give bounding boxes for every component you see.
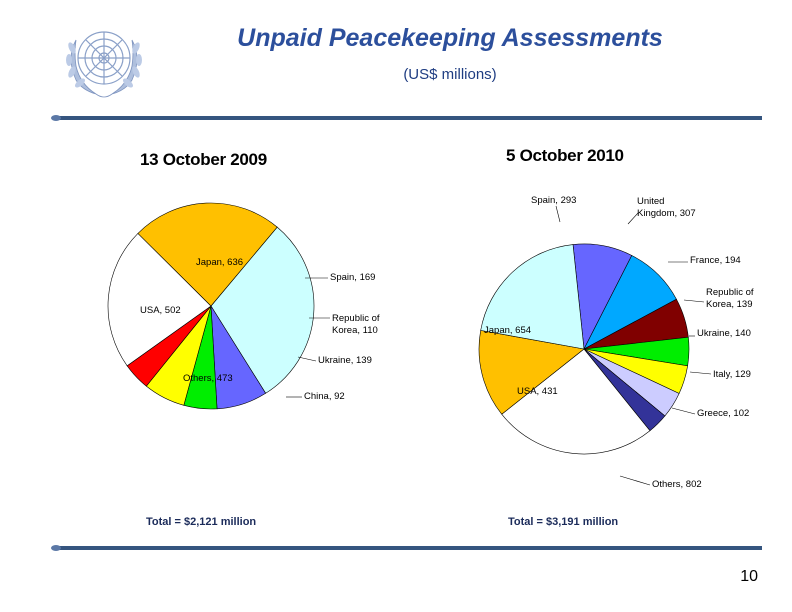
data-label: Greece, 102 (697, 408, 749, 419)
pie-slice-usa (478, 330, 585, 415)
top-divider (51, 115, 762, 121)
leader-line (619, 475, 651, 486)
data-label: France, 194 (690, 255, 741, 266)
leader-line (555, 205, 561, 223)
data-label: Italy, 129 (713, 369, 751, 380)
chart-2010-total: Total = $3,191 million (508, 516, 619, 528)
data-label: Ukraine, 140 (697, 328, 751, 339)
un-emblem-icon (66, 31, 142, 98)
page-subtitle: (US$ millions) (403, 66, 497, 83)
pie-slice-japan (210, 226, 315, 394)
data-label: USA, 502 (140, 305, 181, 316)
data-label: Ukraine, 139 (318, 355, 372, 366)
data-label: Spain, 169 (330, 272, 375, 283)
data-label: Republic of Korea, 110 (332, 313, 380, 336)
chart-2009-total: Total = $2,121 million (146, 516, 257, 528)
leader-line (627, 212, 639, 225)
leader-line (683, 299, 705, 303)
leader-line (671, 407, 696, 415)
data-label: Japan, 636 (196, 257, 243, 268)
page-title: Unpaid Peacekeeping Assessments (237, 24, 663, 52)
data-label: China, 92 (304, 391, 345, 402)
pie-slice-others (501, 348, 651, 455)
data-label: Spain, 293 (531, 195, 576, 206)
pie-slice-japan (480, 244, 585, 350)
data-label: USA, 431 (517, 386, 558, 397)
data-label: United Kingdom, 307 (637, 196, 696, 219)
page-number: 10 (740, 568, 758, 585)
pie-slice-usa (137, 202, 278, 307)
chart-2009-title: 13 October 2009 (140, 150, 267, 169)
pie-slice-others (107, 233, 212, 367)
pie-chart-2010: Spain, 293 United Kingdom, 307 France, 194 R… (478, 195, 754, 490)
leader-line (689, 371, 712, 375)
data-label: Others, 802 (652, 479, 702, 490)
data-label: Republic of Korea, 139 (706, 287, 754, 310)
pie-chart-2009: Japan, 636 Spain, 169 Republic of Korea, 11… (107, 202, 380, 410)
leader-line (297, 356, 317, 362)
chart-2010-title: 5 October 2010 (506, 146, 624, 165)
bottom-divider (51, 545, 762, 551)
data-label: Others, 473 (183, 373, 233, 384)
data-label: Japan, 654 (484, 325, 531, 336)
